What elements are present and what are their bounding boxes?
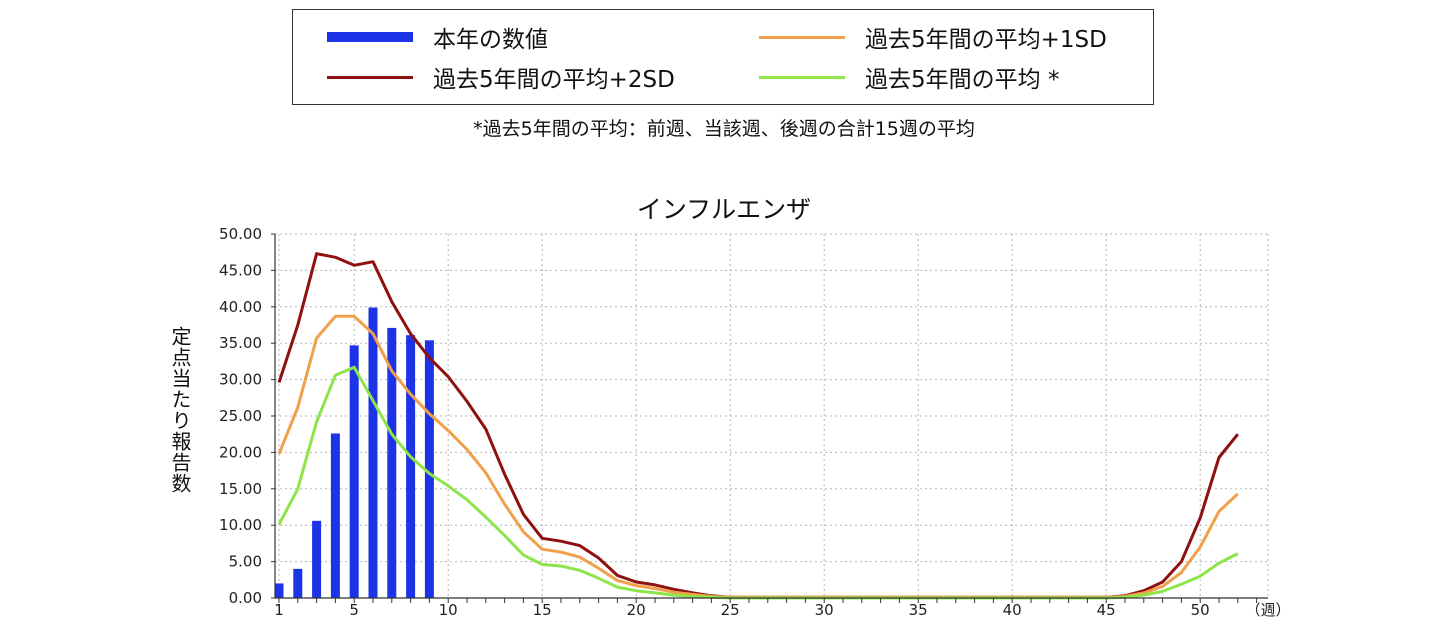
legend-swatch-sd2 bbox=[327, 75, 413, 79]
bar-week-4 bbox=[330, 433, 340, 598]
x-tick-label: 10 bbox=[439, 601, 458, 619]
x-tick-label: 15 bbox=[533, 601, 552, 619]
legend-entry-current: 本年の数値 bbox=[327, 22, 548, 53]
series-lines bbox=[277, 252, 1239, 600]
x-tick-label: 35 bbox=[909, 601, 928, 619]
bar-week-1 bbox=[274, 583, 284, 598]
y-tick-label: 0.00 bbox=[229, 589, 262, 607]
bar-week-6 bbox=[368, 307, 378, 598]
legend-swatch-avg bbox=[759, 75, 845, 79]
series-line-average bbox=[277, 365, 1239, 600]
y-axis-label: 定点当たり報告数 bbox=[168, 326, 192, 494]
chart-title: インフルエンザ bbox=[636, 195, 812, 224]
x-tick-label: 25 bbox=[721, 601, 740, 619]
series-line-plus-2sd bbox=[277, 252, 1239, 599]
x-tick-label: 20 bbox=[627, 601, 646, 619]
x-tick-label: 30 bbox=[815, 601, 834, 619]
y-tick-label: 25.00 bbox=[219, 407, 262, 425]
legend-box: 本年の数値 過去5年間の平均+2SD 過去5年間の平均+1SD 過去5年間の平均… bbox=[292, 9, 1154, 105]
legend-entry-sd1: 過去5年間の平均+1SD bbox=[759, 22, 1107, 53]
y-tick-label: 45.00 bbox=[219, 261, 262, 279]
bars-current-year bbox=[274, 307, 434, 598]
y-tick-label: 15.00 bbox=[219, 480, 262, 498]
legend-label-sd1: 過去5年間の平均+1SD bbox=[865, 27, 1107, 53]
bar-week-3 bbox=[312, 520, 322, 598]
y-tick-label: 40.00 bbox=[219, 298, 262, 316]
x-tick-label: 50 bbox=[1191, 601, 1210, 619]
x-tick-label: 5 bbox=[349, 601, 359, 619]
axes bbox=[271, 233, 1268, 603]
bar-week-2 bbox=[293, 568, 303, 598]
x-tick-labels: 1 5 10 15 20 25 30 35 40 45 50 bbox=[274, 601, 1210, 619]
bar-week-5 bbox=[349, 345, 359, 598]
legend-entry-sd2: 過去5年間の平均+2SD bbox=[327, 62, 675, 93]
x-tick-label: 40 bbox=[1003, 601, 1022, 619]
x-tick-label: 45 bbox=[1097, 601, 1116, 619]
x-tick-label: 1 bbox=[274, 601, 284, 619]
y-tick-label: 35.00 bbox=[219, 334, 262, 352]
legend-footnote: *過去5年間の平均：前週、当該週、後週の合計15週の平均 bbox=[473, 118, 975, 140]
x-axis-unit: （週） bbox=[1245, 601, 1290, 619]
y-tick-label: 10.00 bbox=[219, 516, 262, 534]
y-tick-label: 50.00 bbox=[219, 225, 262, 243]
y-tick-labels: 0.00 5.00 10.00 15.00 20.00 25.00 30.00 35.00 40… bbox=[219, 225, 262, 607]
legend-swatch-sd1 bbox=[759, 35, 845, 39]
grid-lines bbox=[275, 233, 1269, 598]
legend-entry-avg: 過去5年間の平均 * bbox=[759, 62, 1060, 93]
legend-label-avg: 過去5年間の平均 * bbox=[865, 67, 1060, 93]
legend-label-current: 本年の数値 bbox=[433, 27, 548, 53]
y-tick-label: 5.00 bbox=[229, 553, 262, 571]
y-tick-label: 20.00 bbox=[219, 443, 262, 461]
y-tick-label: 30.00 bbox=[219, 371, 262, 389]
bar-week-9 bbox=[424, 340, 434, 598]
bar-week-7 bbox=[387, 327, 397, 598]
legend-label-sd2: 過去5年間の平均+2SD bbox=[433, 67, 675, 93]
series-line-plus-1sd bbox=[277, 314, 1239, 599]
bar-week-8 bbox=[406, 335, 416, 598]
legend-swatch-bar bbox=[327, 32, 413, 42]
